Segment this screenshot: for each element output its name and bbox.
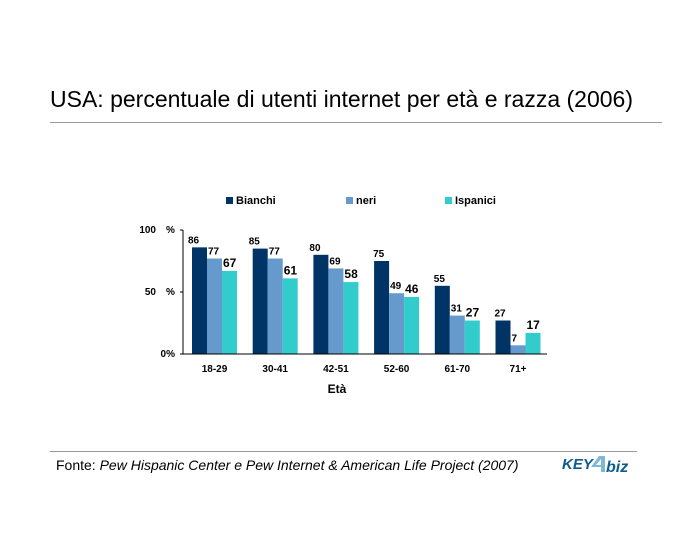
bar-71+-1	[495, 320, 511, 354]
data-label-61-70-1: 55	[434, 274, 446, 285]
data-label-71+-2: 7	[512, 333, 518, 344]
data-label-71+-1: 27	[495, 309, 507, 320]
bar-52-60-3	[404, 296, 420, 354]
logo-biz-text: biz	[606, 459, 628, 476]
bar-30-41-2	[267, 258, 283, 354]
data-label-52-60-1: 75	[373, 249, 385, 260]
bar-42-51-3	[343, 282, 359, 354]
y-axis: 100 % 50 % 0%	[139, 225, 184, 360]
x-tick-label-2: 30-41	[262, 364, 288, 375]
logo-key-text: KEY	[562, 456, 595, 473]
y-tick-unit-1: %	[166, 225, 175, 236]
source-note: Fonte: Pew Hispanic Center e Pew Interne…	[56, 457, 519, 473]
bar-61-70-3	[464, 320, 480, 354]
data-label-61-70-3: 27	[466, 306, 480, 320]
bar-18-29-2	[207, 258, 222, 354]
y-tick-label-2: 50	[145, 287, 157, 298]
data-label-30-41-1: 85	[249, 237, 261, 248]
keybiz-logo: KEY biz	[562, 456, 628, 476]
data-label-61-70-2: 31	[451, 304, 463, 315]
chart-legend: Bianchi neri Ispanici	[226, 195, 496, 207]
bar-18-29-3	[222, 270, 237, 354]
bar-52-60-1	[374, 261, 390, 354]
x-tick-label-6: 71+	[510, 364, 527, 375]
legend-label-2: neri	[356, 195, 376, 207]
data-label-52-60-2: 49	[390, 281, 402, 292]
data-label-52-60-3: 46	[405, 282, 419, 296]
source-text: Pew Hispanic Center e Pew Internet & Ame…	[99, 457, 519, 473]
x-tick-label-3: 42-51	[323, 364, 349, 375]
bar-52-60-2	[389, 293, 405, 354]
legend-label-1: Bianchi	[236, 195, 276, 207]
x-axis-label: Età	[328, 382, 347, 396]
footer-divider	[50, 451, 637, 452]
data-label-42-51-3: 58	[344, 267, 358, 281]
bar-18-29-1	[192, 247, 207, 354]
x-tick-label-4: 52-60	[384, 364, 410, 375]
data-label-18-29-2: 77	[208, 247, 220, 258]
legend-label-3: Ispanici	[455, 195, 496, 207]
data-label-42-51-2: 69	[329, 256, 341, 267]
x-axis: 18-29 30-41 42-51 52-60 61-70 71+ Età	[183, 353, 547, 396]
data-label-18-29-1: 86	[188, 235, 200, 246]
y-tick-label-1: 100	[139, 225, 156, 236]
title-divider	[50, 122, 662, 123]
bar-71+-3	[525, 332, 541, 354]
data-label-30-41-2: 77	[269, 247, 281, 258]
source-prefix: Fonte:	[56, 457, 100, 473]
data-label-18-29-3: 67	[223, 256, 237, 270]
bar-30-41-3	[282, 278, 298, 354]
page-title: USA: percentuale di utenti internet per …	[50, 86, 634, 112]
legend-swatch-2	[346, 197, 353, 204]
x-tick-label-5: 61-70	[445, 364, 471, 375]
y-tick-unit-2: %	[166, 287, 175, 298]
bar-42-51-2	[328, 268, 344, 354]
data-label-42-51-1: 80	[309, 243, 321, 254]
legend-swatch-1	[226, 197, 233, 204]
bar-61-70-2	[449, 315, 465, 354]
logo-four-shape	[591, 456, 605, 472]
legend-swatch-3	[445, 197, 452, 204]
data-label-30-41-3: 61	[284, 263, 298, 277]
bar-61-70-1	[434, 285, 450, 354]
data-label-71+-3: 17	[527, 318, 541, 332]
bar-71+-2	[510, 345, 526, 354]
y-tick-label-3: 0%	[161, 349, 176, 360]
x-tick-label-1: 18-29	[202, 364, 228, 375]
bar-42-51-1	[313, 254, 329, 354]
bar-30-41-1	[252, 248, 268, 354]
bar-chart: Bianchi neri Ispanici 100 %50 %0% 8677678577…	[139, 195, 547, 396]
